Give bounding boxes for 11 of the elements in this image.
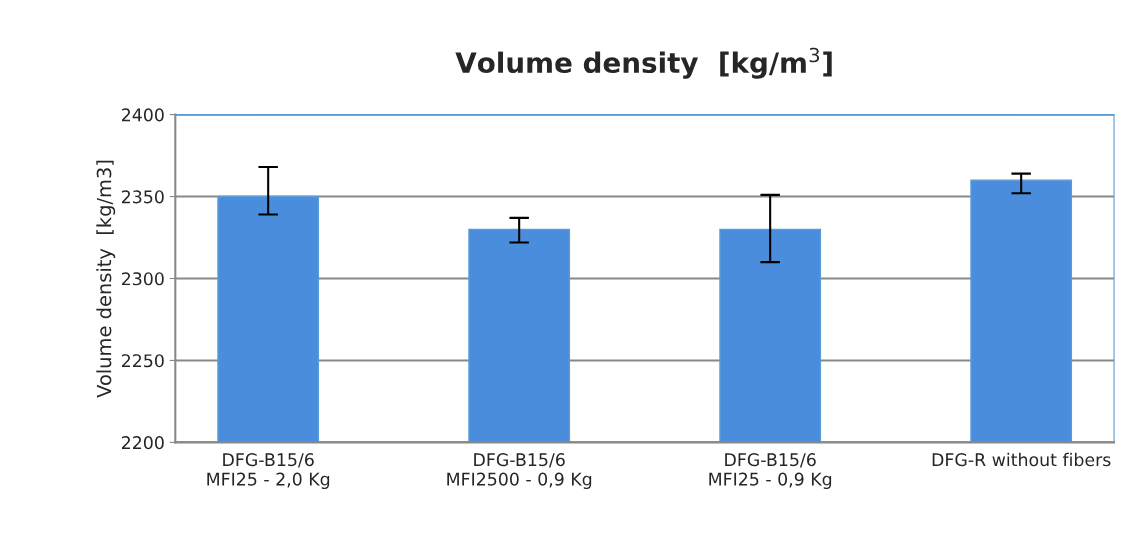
x-tick-label: DFG-B15/6 MFI25 - 0,9 Kg: [709, 453, 832, 490]
x-tick-label: DFG-B15/6 MFI25 - 2,0 Kg: [207, 453, 330, 490]
y-tick-label: 2350: [121, 190, 164, 204]
y-axis-title: Volume density [kg/m3]: [96, 160, 116, 398]
y-tick-label: 2300: [121, 272, 164, 286]
y-tick-label: 2400: [121, 108, 164, 122]
x-tick-label: DFG-R without fibers: [932, 452, 1111, 467]
chart-title: Volume density [kg/m$^{3}$]: [455, 47, 832, 79]
y-tick-label: 2250: [121, 354, 164, 368]
x-tick-label: DFG-B15/6 MFI2500 - 0,9 Kg: [447, 453, 592, 490]
y-tick-label: 2200: [121, 436, 164, 450]
